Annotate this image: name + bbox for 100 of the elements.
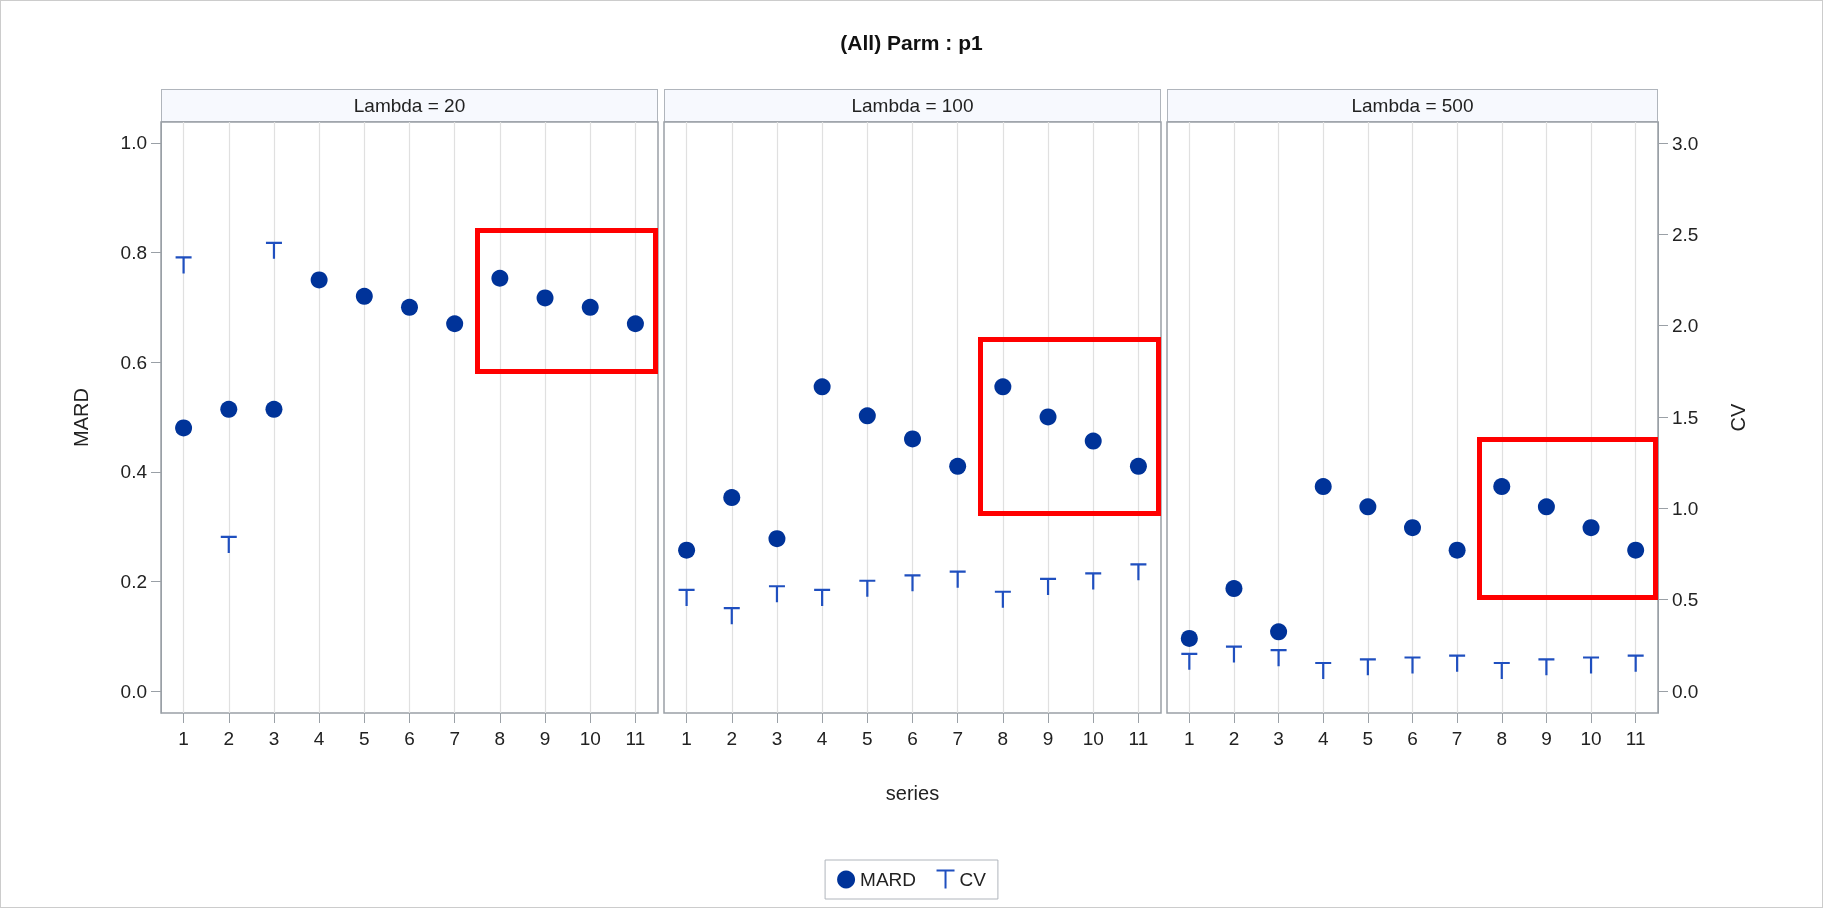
point — [626, 315, 644, 333]
legend-label: MARD — [860, 869, 917, 890]
point — [948, 570, 967, 589]
point — [1225, 580, 1243, 598]
x-tick-label: 6 — [907, 728, 918, 749]
point — [1270, 623, 1288, 641]
point — [1537, 658, 1556, 677]
y2-tick-label: 1.5 — [1672, 406, 1699, 428]
point — [904, 430, 921, 448]
point — [858, 407, 876, 425]
point — [722, 607, 741, 626]
point — [1403, 656, 1422, 675]
x-tick-label: 10 — [579, 728, 601, 749]
y2-axis-title: CV — [1727, 402, 1749, 432]
x-tick-label: 7 — [449, 728, 460, 749]
y2-tick-label: 2.0 — [1672, 315, 1699, 337]
y2-tick-label: 2.5 — [1672, 223, 1699, 245]
x-tick-label: 1 — [1184, 728, 1195, 749]
point — [491, 269, 509, 287]
point — [813, 588, 832, 608]
point — [768, 530, 786, 548]
x-tick-label: 3 — [771, 728, 783, 749]
x-tick-label: 2 — [223, 728, 235, 749]
point — [1039, 408, 1057, 426]
point — [1038, 577, 1058, 597]
y-tick-label: 0.6 — [120, 351, 147, 373]
y-tick-label: 0.4 — [120, 461, 148, 483]
x-tick-label: 9 — [1541, 728, 1552, 749]
point — [723, 489, 741, 507]
x-tick-label: 7 — [952, 728, 963, 749]
y2-tick-label: 3.0 — [1672, 132, 1699, 154]
point — [1129, 457, 1147, 475]
point — [949, 457, 967, 475]
x-tick-label: 2 — [1228, 728, 1240, 749]
point — [1180, 629, 1198, 647]
point — [401, 298, 418, 316]
x-tick-label: 2 — [726, 728, 738, 749]
x-tick-label: 11 — [1625, 728, 1646, 749]
point — [994, 378, 1012, 396]
point — [1129, 563, 1148, 582]
chart-title: (All) Parm : p1 — [839, 31, 984, 55]
point — [1627, 541, 1645, 559]
point — [1314, 478, 1332, 496]
point — [767, 585, 787, 604]
point — [1626, 654, 1645, 673]
chart-subtitle: Lambda = 100 — [664, 89, 1161, 122]
point — [1224, 645, 1244, 664]
x-tick-label: 9 — [539, 728, 551, 749]
chart-subtitle: Lambda = 500 — [1167, 89, 1658, 122]
point — [1448, 654, 1467, 673]
point — [220, 400, 238, 418]
point — [678, 541, 696, 559]
point — [1581, 656, 1601, 675]
point — [1358, 658, 1377, 677]
x-tick-label: 5 — [1362, 728, 1374, 749]
point — [858, 579, 877, 598]
x-tick-label: 6 — [404, 728, 415, 749]
x-tick-label: 11 — [1128, 728, 1149, 749]
point — [1084, 432, 1102, 450]
x-tick-label: 11 — [625, 728, 646, 749]
point — [1180, 652, 1199, 671]
y-tick-label: 0.8 — [120, 241, 147, 263]
x-tick-label: 3 — [1273, 728, 1284, 749]
point — [1404, 519, 1421, 537]
point — [310, 271, 328, 289]
point — [1359, 498, 1377, 516]
chart-subtitle: Lambda = 20 — [161, 89, 658, 122]
point — [1493, 478, 1511, 496]
x-tick-label: 3 — [268, 728, 280, 749]
point — [446, 315, 464, 333]
x-tick-label: 8 — [494, 728, 506, 749]
point — [1537, 498, 1555, 516]
point — [536, 289, 554, 307]
x-axis-title: series — [885, 782, 940, 804]
x-tick-label: 10 — [1082, 728, 1104, 749]
point — [993, 590, 1012, 609]
point — [1582, 519, 1600, 537]
y-tick-label: 1.0 — [120, 132, 147, 154]
point — [1492, 661, 1511, 681]
x-tick-label: 10 — [1580, 728, 1602, 749]
x-tick-label: 1 — [178, 728, 189, 749]
x-tick-label: 8 — [1496, 728, 1508, 749]
x-tick-label: 9 — [1042, 728, 1054, 749]
x-tick-label: 4 — [816, 728, 828, 749]
x-tick-label: 5 — [862, 728, 873, 749]
x-tick-label: 8 — [997, 728, 1009, 749]
point — [1084, 572, 1103, 591]
point — [813, 378, 831, 396]
x-tick-label: 7 — [1451, 728, 1463, 749]
point — [175, 419, 193, 437]
x-tick-label: 5 — [359, 728, 370, 749]
point — [677, 588, 696, 608]
y-axis-title: MARD — [70, 388, 92, 447]
point — [1269, 649, 1288, 668]
point — [355, 287, 373, 305]
x-tick-label: 4 — [1317, 728, 1329, 749]
legend-label: CV — [959, 869, 987, 890]
y-tick-label: 0.2 — [120, 570, 147, 592]
x-tick-label: 4 — [313, 728, 325, 749]
y2-tick-label: 1.0 — [1672, 497, 1699, 519]
